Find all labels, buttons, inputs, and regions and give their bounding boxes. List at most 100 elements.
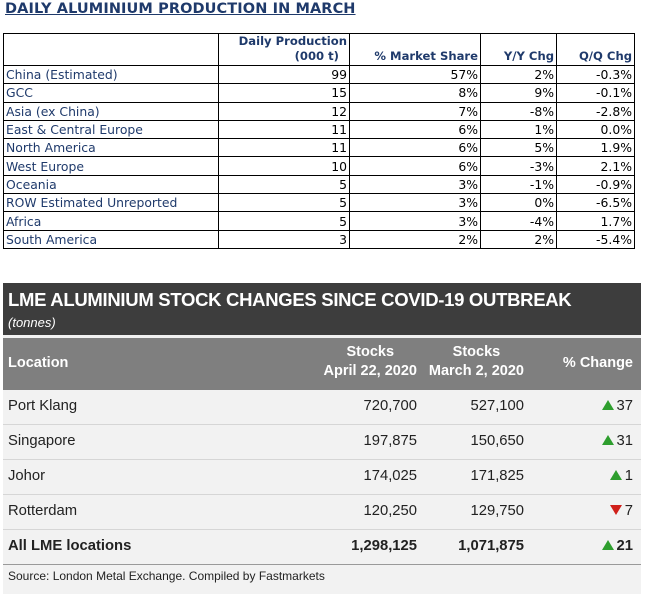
- row-qq-change: -5.4%: [556, 229, 635, 249]
- lme-row-change: 7: [609, 503, 633, 519]
- row-location: GCC: [3, 83, 219, 103]
- col-stocks-march-line1: Stocks: [452, 344, 501, 360]
- row-location: West Europe: [3, 156, 219, 176]
- lme-row-location: Port Klang: [8, 398, 78, 414]
- lme-row: Johor 174,025 171,825 1: [3, 460, 641, 495]
- lme-row-change: 31: [601, 433, 633, 449]
- lme-title: LME ALUMINIUM STOCK CHANGES SINCE COVID-…: [8, 289, 572, 310]
- lme-row: Singapore 197,875 150,650 31: [3, 425, 641, 460]
- lme-row-stocks-april: 1,298,125: [351, 538, 417, 554]
- up-triangle-icon: [601, 540, 614, 550]
- production-title: DAILY ALUMINIUM PRODUCTION IN MARCH: [5, 1, 356, 17]
- lme-row-change: 21: [601, 538, 633, 554]
- row-qq-change: 2.1%: [556, 156, 635, 176]
- lme-column-header: Location Stocks April 22, 2020 Stocks Ma…: [3, 338, 641, 390]
- col-stocks-april-line2: April 22, 2020: [323, 363, 418, 379]
- row-qq-change: 1.7%: [556, 211, 635, 231]
- row-market-share: 8%: [349, 83, 481, 103]
- row-daily-production: 11: [218, 138, 350, 158]
- row-qq-change: -2.8%: [556, 101, 635, 121]
- row-daily-production: 15: [218, 83, 350, 103]
- production-row: West Europe 10 6% -3% 2.1%: [3, 156, 635, 176]
- production-row: Oceania 5 3% -1% -0.9%: [3, 174, 635, 195]
- header-daily-production-label: Daily Production: [238, 34, 347, 49]
- lme-row-location: Rotterdam: [8, 503, 78, 519]
- col-location: Location: [8, 355, 69, 371]
- col-stocks-march: Stocks March 2, 2020: [429, 343, 524, 381]
- header-location-blank: [3, 33, 219, 66]
- lme-row-change-value: 37: [616, 398, 633, 414]
- production-row: China (Estimated) 99 57% 2% -0.3%: [3, 64, 635, 85]
- lme-row-change-value: 31: [616, 433, 633, 449]
- row-market-share: 6%: [349, 119, 481, 140]
- lme-row-stocks-march: 171,825: [470, 468, 525, 484]
- row-daily-production: 5: [218, 193, 350, 213]
- row-yy-change: 1%: [480, 119, 557, 140]
- lme-subtitle: (tonnes): [8, 315, 56, 330]
- lme-row-change-value: 1: [624, 468, 633, 484]
- row-market-share: 3%: [349, 193, 481, 213]
- lme-total-row: All LME locations 1,298,125 1,071,875 21: [3, 530, 641, 565]
- row-yy-change: -4%: [480, 211, 557, 231]
- header-market-share: % Market Share: [349, 33, 481, 66]
- col-stocks-march-line2: March 2, 2020: [428, 363, 524, 379]
- row-location: Asia (ex China): [3, 101, 219, 121]
- lme-row-location: Johor: [8, 468, 46, 484]
- up-triangle-icon: [601, 400, 614, 410]
- row-location: Africa: [3, 211, 219, 231]
- row-daily-production: 3: [218, 229, 350, 249]
- lme-row-change-value: 7: [624, 503, 633, 519]
- row-market-share: 3%: [349, 211, 481, 231]
- production-row: Asia (ex China) 12 7% -8% -2.8%: [3, 101, 635, 121]
- row-location: South America: [3, 229, 219, 249]
- production-row: South America 3 2% 2% -5.4%: [3, 229, 635, 249]
- lme-row-change-value: 21: [616, 538, 633, 554]
- header-daily-production: Daily Production (000 t): [218, 33, 350, 66]
- lme-row: Rotterdam 120,250 129,750 7: [3, 495, 641, 530]
- row-qq-change: -6.5%: [556, 193, 635, 213]
- row-market-share: 2%: [349, 229, 481, 249]
- lme-row-stocks-april: 197,875: [363, 433, 418, 449]
- row-yy-change: 2%: [480, 64, 557, 85]
- lme-row: Port Klang 720,700 527,100 37: [3, 390, 641, 425]
- up-triangle-icon: [601, 435, 614, 445]
- production-row: North America 11 6% 5% 1.9%: [3, 138, 635, 158]
- lme-row-stocks-april: 174,025: [363, 468, 418, 484]
- row-location: Oceania: [3, 174, 219, 195]
- row-yy-change: -3%: [480, 156, 557, 176]
- lme-row-stocks-march: 1,071,875: [458, 538, 524, 554]
- lme-row-stocks-march: 527,100: [470, 398, 525, 414]
- row-location: East & Central Europe: [3, 119, 219, 140]
- header-yy-change: Y/Y Chg: [480, 33, 557, 66]
- row-daily-production: 5: [218, 211, 350, 231]
- lme-stock-table: LME ALUMINIUM STOCK CHANGES SINCE COVID-…: [3, 283, 641, 594]
- production-row: Africa 5 3% -4% 1.7%: [3, 211, 635, 231]
- row-location: China (Estimated): [3, 64, 219, 85]
- production-header-row: Daily Production (000 t) % Market Share …: [3, 33, 635, 66]
- header-qq-change: Q/Q Chg: [556, 33, 635, 66]
- header-daily-production-unit: (000 t): [294, 49, 339, 63]
- down-triangle-icon: [609, 505, 622, 515]
- row-yy-change: 5%: [480, 138, 557, 158]
- row-market-share: 57%: [349, 64, 481, 85]
- production-table: Daily Production (000 t) % Market Share …: [3, 33, 635, 249]
- row-yy-change: 9%: [480, 83, 557, 103]
- row-yy-change: 0%: [480, 193, 557, 213]
- production-row: ROW Estimated Unreported 5 3% 0% -6.5%: [3, 193, 635, 213]
- row-yy-change: -1%: [480, 174, 557, 195]
- lme-row-location: Singapore: [8, 433, 76, 449]
- lme-row-stocks-april: 120,250: [363, 503, 418, 519]
- lme-row-stocks-april: 720,700: [363, 398, 418, 414]
- row-location: ROW Estimated Unreported: [3, 193, 219, 213]
- lme-row-location: All LME locations: [8, 538, 132, 554]
- row-daily-production: 12: [218, 101, 350, 121]
- row-market-share: 6%: [349, 156, 481, 176]
- row-qq-change: 1.9%: [556, 138, 635, 158]
- row-market-share: 3%: [349, 174, 481, 195]
- col-percent-change: % Change: [562, 355, 633, 371]
- row-yy-change: 2%: [480, 229, 557, 249]
- lme-source-note: Source: London Metal Exchange. Compiled …: [8, 569, 325, 583]
- production-row: East & Central Europe 11 6% 1% 0.0%: [3, 119, 635, 140]
- row-daily-production: 10: [218, 156, 350, 176]
- up-triangle-icon: [609, 470, 622, 480]
